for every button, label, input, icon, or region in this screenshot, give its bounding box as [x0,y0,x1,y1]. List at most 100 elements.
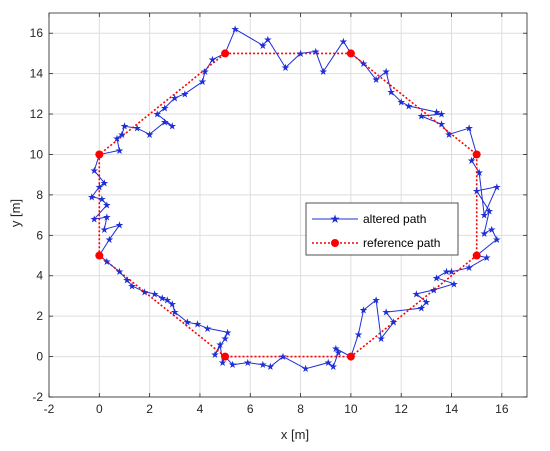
altered-path-point: ★ [382,308,391,319]
y-tick-label: 12 [30,107,44,121]
altered-path-point: ★ [198,77,207,88]
y-tick-label: 8 [36,188,43,202]
altered-path-point: ★ [258,360,267,371]
altered-path-point: ★ [102,213,111,224]
y-axis-label: y [m] [8,199,23,227]
altered-path-point: ★ [231,25,240,36]
altered-path-point: ★ [482,253,491,264]
altered-path-point: ★ [372,75,381,86]
altered-path-point: ★ [377,334,386,345]
altered-path-point: ★ [102,201,111,212]
altered-path-point: ★ [432,273,441,284]
altered-path-point: ★ [487,225,496,236]
altered-path-point: ★ [472,186,481,197]
altered-path-point: ★ [160,103,169,114]
altered-path-point: ★ [382,67,391,78]
altered-path-point: ★ [115,267,124,278]
x-tick-label: 8 [297,402,304,416]
altered-path-point: ★ [128,281,137,292]
reference-path-point [472,150,481,159]
altered-path-point: ★ [102,257,111,268]
altered-path-point: ★ [450,279,459,290]
altered-path-point: ★ [437,110,446,121]
altered-path-point: ★ [467,156,476,167]
legend: ★ altered path reference path [305,202,459,256]
altered-path-point: ★ [97,194,106,205]
axes-frame [48,12,528,398]
legend-reference-path-label: reference path [363,236,440,250]
x-tick-label: 14 [445,402,459,416]
legend-altered-path-star-icon: ★ [330,212,341,226]
altered-path-point: ★ [492,235,501,246]
altered-path-point: ★ [180,89,189,100]
altered-path-point: ★ [100,225,109,236]
altered-path-point: ★ [263,35,272,46]
y-tick-label: 0 [36,350,43,364]
altered-path-point: ★ [193,320,202,331]
altered-path-point: ★ [216,340,225,351]
x-tick-label: 10 [344,402,358,416]
tick-labels: -2 0 2 4 6 8 10 12 14 16 -2 0 2 4 6 8 10 12 14 16 [30,26,509,416]
altered-path-point: ★ [417,112,426,123]
altered-path-point: ★ [163,295,172,306]
altered-path-point: ★ [208,55,217,66]
altered-path-point: ★ [120,122,129,133]
altered-path-point: ★ [168,300,177,311]
altered-path-point: ★ [218,358,227,369]
altered-path-point: ★ [95,182,104,193]
altered-path-point: ★ [168,122,177,133]
altered-path-point: ★ [412,289,421,300]
altered-path-point: ★ [221,334,230,345]
altered-path-point: ★ [140,287,149,298]
altered-path-point: ★ [170,93,179,104]
altered-path-point: ★ [387,87,396,98]
altered-path-point: ★ [404,101,413,112]
altered-path-point: ★ [90,166,99,177]
altered-path-point: ★ [359,59,368,70]
altered-path-point: ★ [359,306,368,317]
altered-path-point: ★ [160,118,169,129]
altered-path-point: ★ [123,275,132,286]
y-tick-label: -2 [32,390,43,404]
y-tick-label: 10 [30,147,44,161]
altered-path-point: ★ [90,215,99,226]
altered-path-point: ★ [301,364,310,375]
altered-path-point: ★ [170,308,179,319]
altered-path-point: ★ [465,263,474,274]
altered-path-point: ★ [447,267,456,278]
altered-path-point: ★ [211,350,220,361]
altered-path-point: ★ [278,352,287,363]
x-tick-label: 16 [495,402,509,416]
altered-path-point: ★ [445,130,454,141]
x-tick-label: 0 [96,402,103,416]
axes-box [48,12,528,398]
altered-path-point: ★ [145,130,154,141]
altered-path-point: ★ [158,293,167,304]
legend-altered-path-label: altered path [363,212,426,226]
altered-path-point: ★ [442,267,451,278]
x-tick-label: 2 [146,402,153,416]
reference-path-point [346,352,355,361]
legend-reference-path-marker [331,239,339,247]
altered-path-point: ★ [465,124,474,135]
y-tick-label: 16 [30,26,44,40]
y-tick-label: 6 [36,228,43,242]
altered-path-point: ★ [243,358,252,369]
altered-path-point: ★ [153,110,162,121]
altered-path-point: ★ [331,344,340,355]
altered-path-point: ★ [485,207,494,218]
altered-path-point: ★ [429,285,438,296]
altered-path-point: ★ [432,108,441,119]
altered-path-point: ★ [296,49,305,60]
reference-path-point [221,49,230,58]
altered-path-point: ★ [417,304,426,315]
altered-path-point: ★ [150,289,159,300]
altered-path-point: ★ [492,182,501,193]
altered-path-point: ★ [281,63,290,74]
y-tick-label: 2 [36,309,43,323]
altered-path-point: ★ [258,41,267,52]
altered-path-point: ★ [339,37,348,48]
altered-path-point: ★ [389,318,398,329]
